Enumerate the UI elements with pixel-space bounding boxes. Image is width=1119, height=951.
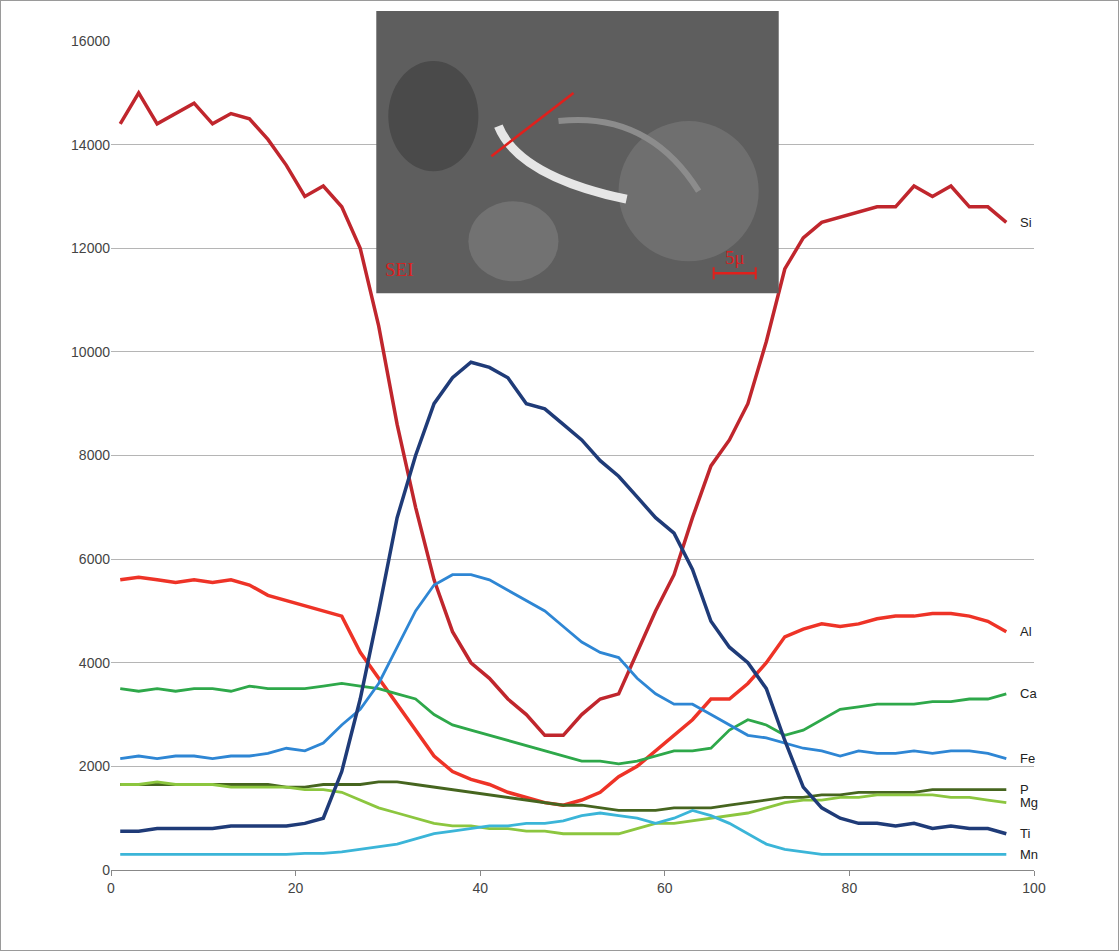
svg-text:Si: Si [1020, 215, 1032, 230]
svg-text:0: 0 [102, 862, 110, 878]
svg-text:6000: 6000 [79, 551, 110, 567]
svg-text:Ca: Ca [1020, 686, 1037, 701]
svg-text:Al: Al [1020, 624, 1032, 639]
svg-text:0: 0 [107, 880, 115, 896]
svg-text:SEI: SEI [385, 259, 414, 280]
svg-text:12000: 12000 [71, 240, 110, 256]
svg-text:2000: 2000 [79, 758, 110, 774]
svg-text:5μ: 5μ [725, 247, 745, 268]
svg-text:Mn: Mn [1020, 847, 1038, 862]
svg-text:10000: 10000 [71, 344, 110, 360]
svg-text:60: 60 [657, 880, 673, 896]
svg-text:40: 40 [472, 880, 488, 896]
svg-text:P: P [1020, 782, 1029, 797]
svg-text:16000: 16000 [71, 33, 110, 49]
svg-text:8000: 8000 [79, 447, 110, 463]
svg-text:Fe: Fe [1020, 751, 1035, 766]
svg-text:20: 20 [288, 880, 304, 896]
svg-text:14000: 14000 [71, 137, 110, 153]
svg-text:Ti: Ti [1020, 826, 1030, 841]
svg-text:Mg: Mg [1020, 795, 1038, 810]
svg-text:4000: 4000 [79, 655, 110, 671]
svg-text:100: 100 [1022, 880, 1046, 896]
svg-text:80: 80 [842, 880, 858, 896]
